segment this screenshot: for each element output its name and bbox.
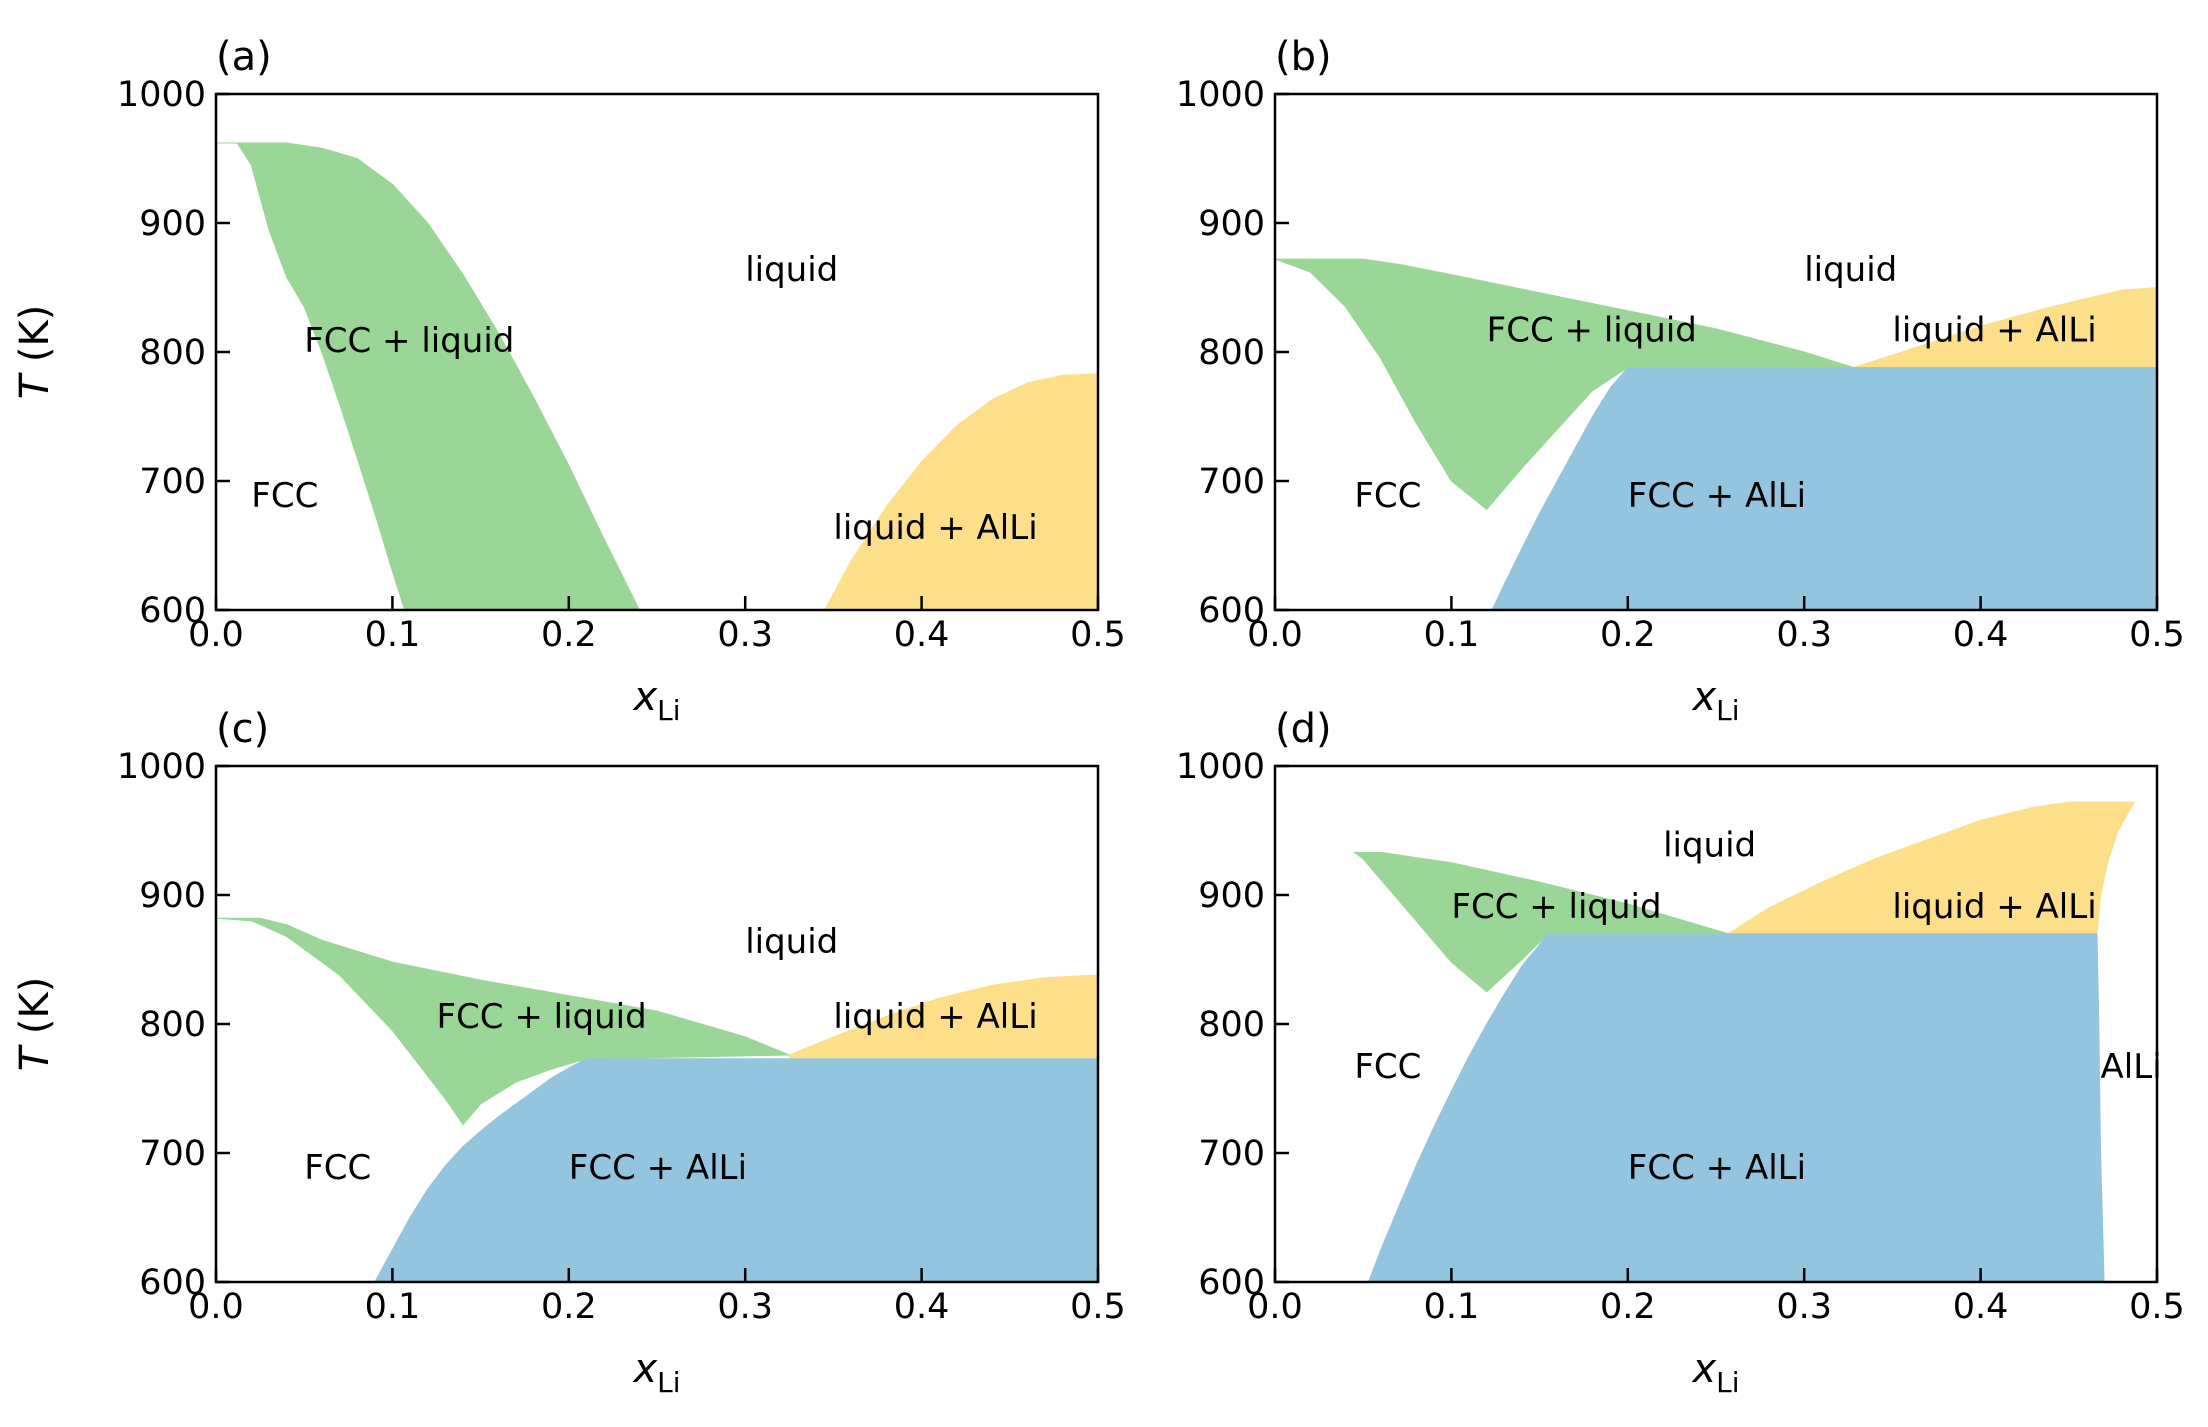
x-tick-label: 0.4: [1953, 615, 2009, 655]
region-label-fcc: FCC: [1354, 476, 1421, 516]
region-label-liquid: liquid: [745, 250, 838, 290]
panel-label: (d): [1275, 706, 1332, 752]
x-tick-label: 0.4: [894, 615, 950, 655]
region-label-liquid-alli: liquid + AlLi: [1892, 887, 2096, 927]
x-axis-label: xLi: [1690, 674, 1739, 727]
region-label-liquid-alli: liquid + AlLi: [1892, 311, 2096, 351]
y-tick-label: 700: [1198, 462, 1265, 502]
y-tick-label: 800: [139, 1005, 206, 1045]
x-tick-label: 0.0: [188, 1287, 244, 1327]
region-label-liquid: liquid: [1663, 825, 1756, 865]
x-tick-label: 0.0: [1247, 615, 1303, 655]
x-tick-label: 0.4: [894, 1287, 950, 1327]
x-tick-label: 0.1: [365, 1287, 421, 1327]
x-tick-label: 0.0: [1247, 1287, 1303, 1327]
x-tick-label: 0.2: [1600, 1287, 1656, 1327]
region-liquid-alli: [1726, 801, 2135, 935]
x-tick-label: 0.2: [1600, 615, 1656, 655]
y-tick-label: 600: [139, 1263, 206, 1303]
x-tick-label: 0.2: [541, 1287, 597, 1327]
region-layer: [1352, 801, 2135, 1282]
region-label-fcc-alli: FCC + AlLi: [1628, 476, 1806, 516]
region-fcc-liquid: [1352, 851, 1729, 993]
y-tick-label: 800: [1198, 333, 1265, 373]
y-tick-label: 800: [139, 333, 206, 373]
y-axis-label: T (K): [12, 977, 58, 1072]
x-tick-label: 0.3: [1776, 1287, 1832, 1327]
y-tick-label: 600: [1198, 591, 1265, 631]
x-tick-label: 0.5: [1070, 1287, 1126, 1327]
panel-label: (a): [216, 34, 272, 80]
x-axis-label: xLi: [631, 674, 680, 727]
region-label-fcc-liquid: FCC + liquid: [304, 321, 514, 361]
region-fcc-alli: [1491, 367, 2157, 610]
y-tick-label: 700: [139, 1134, 206, 1174]
region-label-liquid: liquid: [745, 922, 838, 962]
y-tick-label: 1000: [117, 75, 206, 115]
region-layer: [216, 917, 1098, 1282]
y-tick-label: 700: [1198, 1134, 1265, 1174]
x-axis-label: xLi: [1690, 1346, 1739, 1399]
x-tick-label: 0.3: [1776, 615, 1832, 655]
region-fcc-alli: [374, 1058, 1098, 1282]
y-tick-label: 800: [1198, 1005, 1265, 1045]
x-tick-label: 0.4: [1953, 1287, 2009, 1327]
region-layer: [216, 142, 1098, 610]
panel-label: (c): [216, 706, 269, 752]
panel-label: (b): [1275, 34, 1332, 80]
region-layer: [1275, 258, 2157, 610]
region-label-fcc: FCC: [304, 1148, 371, 1188]
region-liquid-alli: [824, 373, 1098, 610]
panel-2: 0.0 0.1 0.2 0.3 0.4 0.5 600 700 800 900 1000 xLi (b)…: [1176, 34, 2185, 727]
region-label-fcc-liquid: FCC + liquid: [1451, 887, 1661, 927]
x-tick-label: 0.5: [2129, 615, 2185, 655]
y-tick-label: 900: [1198, 204, 1265, 244]
y-tick-label: 1000: [1176, 75, 1265, 115]
region-label-liquid-alli: liquid + AlLi: [833, 997, 1037, 1037]
region-label-liquid-alli: liquid + AlLi: [833, 508, 1037, 548]
region-label-fcc-alli: FCC + AlLi: [569, 1148, 747, 1188]
x-tick-label: 0.1: [1424, 615, 1480, 655]
y-tick-label: 600: [139, 591, 206, 631]
region-label-fcc: FCC: [251, 476, 318, 516]
x-tick-label: 0.0: [188, 615, 244, 655]
region-fcc-alli: [1367, 933, 2105, 1282]
y-tick-label: 1000: [1176, 747, 1265, 787]
panel-3: 0.0 0.1 0.2 0.3 0.4 0.5 600 700 800 900 1000 xLi T (…: [12, 706, 1126, 1399]
x-tick-label: 0.1: [1424, 1287, 1480, 1327]
x-tick-label: 0.5: [2129, 1287, 2185, 1327]
x-tick-label: 0.2: [541, 615, 597, 655]
region-label-fcc-alli: FCC + AlLi: [1628, 1148, 1806, 1188]
x-tick-label: 0.3: [717, 615, 773, 655]
region-label-fcc-liquid: FCC + liquid: [437, 997, 647, 1037]
x-tick-label: 0.1: [365, 615, 421, 655]
region-liquid-alli: [1853, 286, 2157, 368]
y-tick-label: 900: [1198, 876, 1265, 916]
region-label-fcc-liquid: FCC + liquid: [1487, 311, 1697, 351]
y-tick-label: 600: [1198, 1263, 1265, 1303]
panel-4: 0.0 0.1 0.2 0.3 0.4 0.5 600 700 800 900 1000 xLi (d)…: [1176, 706, 2185, 1399]
panel-1: 0.0 0.1 0.2 0.3 0.4 0.5 600 700 800 900 1000 xLi T (…: [12, 34, 1126, 727]
y-tick-label: 900: [139, 876, 206, 916]
y-axis-label: T (K): [12, 305, 58, 400]
x-tick-label: 0.5: [1070, 615, 1126, 655]
region-fcc-liquid: [216, 142, 640, 610]
region-label-alli: AlLi: [2101, 1047, 2162, 1087]
region-fcc-liquid: [1275, 258, 1854, 511]
y-tick-label: 900: [139, 204, 206, 244]
x-axis-label: xLi: [631, 1346, 680, 1399]
y-tick-label: 1000: [117, 747, 206, 787]
x-tick-label: 0.3: [717, 1287, 773, 1327]
y-tick-label: 700: [139, 462, 206, 502]
region-label-liquid: liquid: [1804, 250, 1897, 290]
region-label-fcc: FCC: [1354, 1047, 1421, 1087]
